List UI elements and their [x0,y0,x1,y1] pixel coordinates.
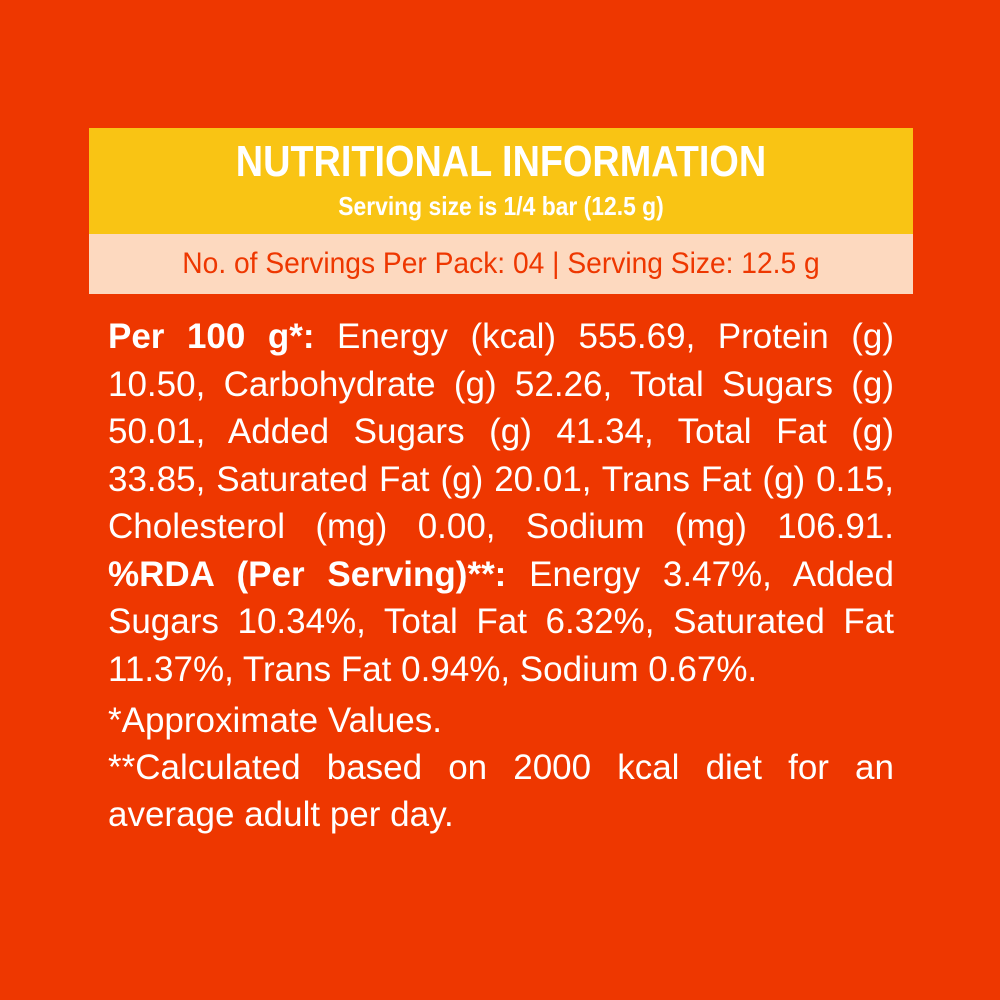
rda-label: %RDA (Per Serving)**: [108,554,507,594]
serving-size-subtitle: Serving size is 1/4 bar (12.5 g) [338,191,664,221]
servings-info: No. of Servings Per Pack: 04 | Serving S… [182,247,820,280]
per-100g-values: Energy (kcal) 555.69, Protein (g) 10.50,… [108,317,894,546]
page-title: NUTRITIONAL INFORMATION [235,137,767,186]
calc-note: **Calculated based on 2000 kcal diet for… [108,748,894,834]
rda-values: Energy 3.47%, Added Sugars 10.34%, Total… [108,554,894,689]
approx-note: *Approximate Values. [108,701,442,740]
per-100g-label: Per 100 g*: [108,317,315,356]
servings-band: No. of Servings Per Pack: 04 | Serving S… [89,234,913,294]
footnotes: *Approximate Values. **Calculated based … [108,697,894,838]
header-band: NUTRITIONAL INFORMATION Serving size is … [89,128,913,234]
nutrition-body: Per 100 g*: Energy (kcal) 555.69, Protei… [108,313,894,693]
